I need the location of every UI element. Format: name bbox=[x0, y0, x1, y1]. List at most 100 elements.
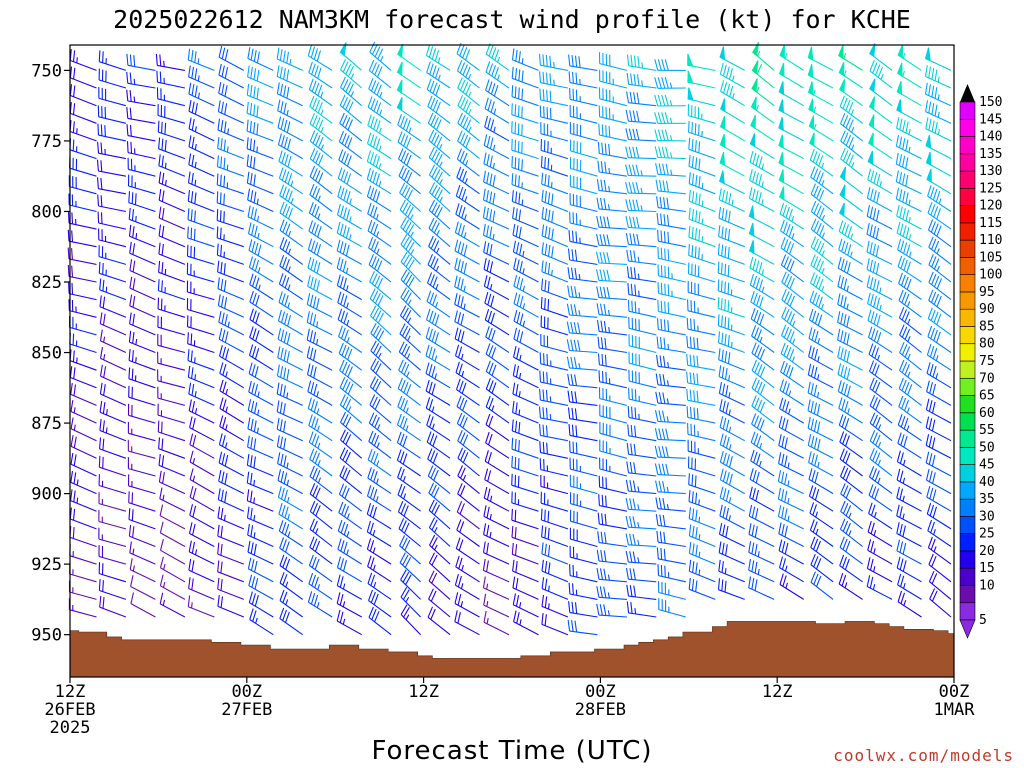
barb-feather bbox=[575, 72, 578, 85]
wind-barb bbox=[484, 468, 510, 495]
barb-feather bbox=[813, 256, 819, 268]
barb-feather bbox=[310, 276, 314, 289]
barb-feather bbox=[788, 225, 794, 237]
barb-shaft bbox=[807, 392, 834, 406]
barb-feather bbox=[756, 346, 763, 358]
barb-shaft bbox=[541, 605, 569, 618]
barb-feather bbox=[629, 533, 633, 546]
barb-half-feather bbox=[316, 321, 319, 328]
barb-feather bbox=[70, 417, 74, 429]
wind-barb bbox=[599, 421, 628, 442]
wind-barb bbox=[869, 394, 893, 424]
barb-feather bbox=[869, 576, 874, 589]
wind-barb bbox=[97, 141, 127, 160]
barb-feather bbox=[538, 406, 541, 418]
barb-feather bbox=[634, 407, 637, 419]
wind-barb bbox=[654, 77, 686, 89]
barb-feather bbox=[188, 117, 192, 129]
barb-half-feather bbox=[728, 375, 731, 381]
barb-feather bbox=[220, 526, 223, 538]
barb-feather bbox=[246, 101, 249, 114]
barb-feather bbox=[808, 345, 812, 357]
barb-half-feather bbox=[255, 617, 258, 624]
wind-barb bbox=[455, 361, 480, 389]
barb-shaft bbox=[398, 158, 421, 177]
barb-feather bbox=[102, 420, 105, 432]
wind-barb bbox=[512, 382, 539, 406]
barb-shaft bbox=[570, 520, 598, 530]
wind-barb bbox=[655, 497, 686, 512]
barb-feather bbox=[896, 504, 900, 517]
barb-feather bbox=[401, 167, 407, 179]
barb-feather bbox=[340, 540, 345, 552]
barb-feather bbox=[846, 368, 851, 380]
barb-feather bbox=[782, 221, 788, 234]
barb-shaft bbox=[98, 222, 127, 230]
barb-feather bbox=[659, 514, 663, 526]
wind-barb bbox=[625, 533, 657, 548]
barb-feather bbox=[902, 138, 906, 150]
barb-feather bbox=[514, 509, 517, 522]
barb-shaft bbox=[370, 350, 392, 371]
barb-feather bbox=[570, 267, 574, 279]
barb-feather bbox=[839, 518, 846, 530]
barb-feather bbox=[282, 539, 287, 551]
wind-barb bbox=[337, 167, 363, 195]
barb-feather bbox=[725, 472, 730, 484]
barb-feather bbox=[867, 309, 872, 321]
wind-barb bbox=[69, 102, 97, 124]
barb-shaft bbox=[483, 199, 510, 213]
barb-shaft bbox=[69, 186, 97, 195]
barb-feather bbox=[753, 310, 759, 322]
barb-feather bbox=[343, 505, 350, 517]
barb-feather bbox=[686, 406, 689, 418]
barb-half-feather bbox=[667, 343, 670, 350]
wind-barb bbox=[309, 183, 333, 212]
barb-shaft bbox=[599, 398, 628, 406]
barb-feather bbox=[188, 135, 192, 147]
barb-feather bbox=[286, 121, 291, 133]
barb-half-feather bbox=[522, 268, 525, 275]
wind-barb bbox=[99, 400, 127, 424]
barb-feather bbox=[751, 325, 757, 337]
wind-barb bbox=[511, 455, 539, 477]
barb-feather bbox=[898, 377, 904, 389]
barb-feather bbox=[462, 152, 468, 164]
barb-half-feather bbox=[791, 233, 795, 239]
barb-feather bbox=[102, 456, 104, 469]
barb-shaft bbox=[628, 260, 657, 265]
barb-feather bbox=[810, 365, 815, 377]
barb-feather bbox=[604, 513, 607, 526]
barb-feather bbox=[516, 276, 521, 288]
barb-feather bbox=[253, 543, 257, 556]
barb-feather bbox=[397, 114, 403, 126]
barb-feather bbox=[250, 206, 254, 219]
barb-feather bbox=[783, 239, 789, 251]
wind-barb bbox=[456, 412, 480, 442]
barb-feather bbox=[666, 197, 670, 210]
barb-feather bbox=[600, 179, 604, 191]
barb-shaft bbox=[369, 386, 392, 406]
wind-barb bbox=[511, 190, 539, 213]
wind-barb bbox=[336, 221, 362, 248]
barb-feather bbox=[895, 134, 900, 147]
barb-feather bbox=[656, 196, 659, 208]
barb-feather bbox=[601, 370, 604, 383]
barb-shaft bbox=[483, 163, 510, 177]
barb-shaft bbox=[367, 566, 392, 583]
barb-feather bbox=[725, 507, 730, 520]
barb-feather bbox=[518, 226, 522, 239]
wind-barb bbox=[336, 609, 362, 636]
wind-barb bbox=[366, 168, 392, 195]
barb-feather bbox=[876, 280, 880, 292]
barb-feather bbox=[220, 507, 224, 520]
barb-feather bbox=[316, 50, 322, 62]
barb-feather bbox=[73, 436, 77, 448]
barb-feather bbox=[544, 526, 547, 539]
barb-feather bbox=[70, 452, 74, 465]
barb-feather bbox=[276, 435, 280, 447]
barb-half-feather bbox=[257, 391, 260, 398]
barb-shaft bbox=[657, 456, 686, 459]
barb-feather bbox=[486, 207, 489, 220]
barb-feather bbox=[425, 379, 430, 392]
